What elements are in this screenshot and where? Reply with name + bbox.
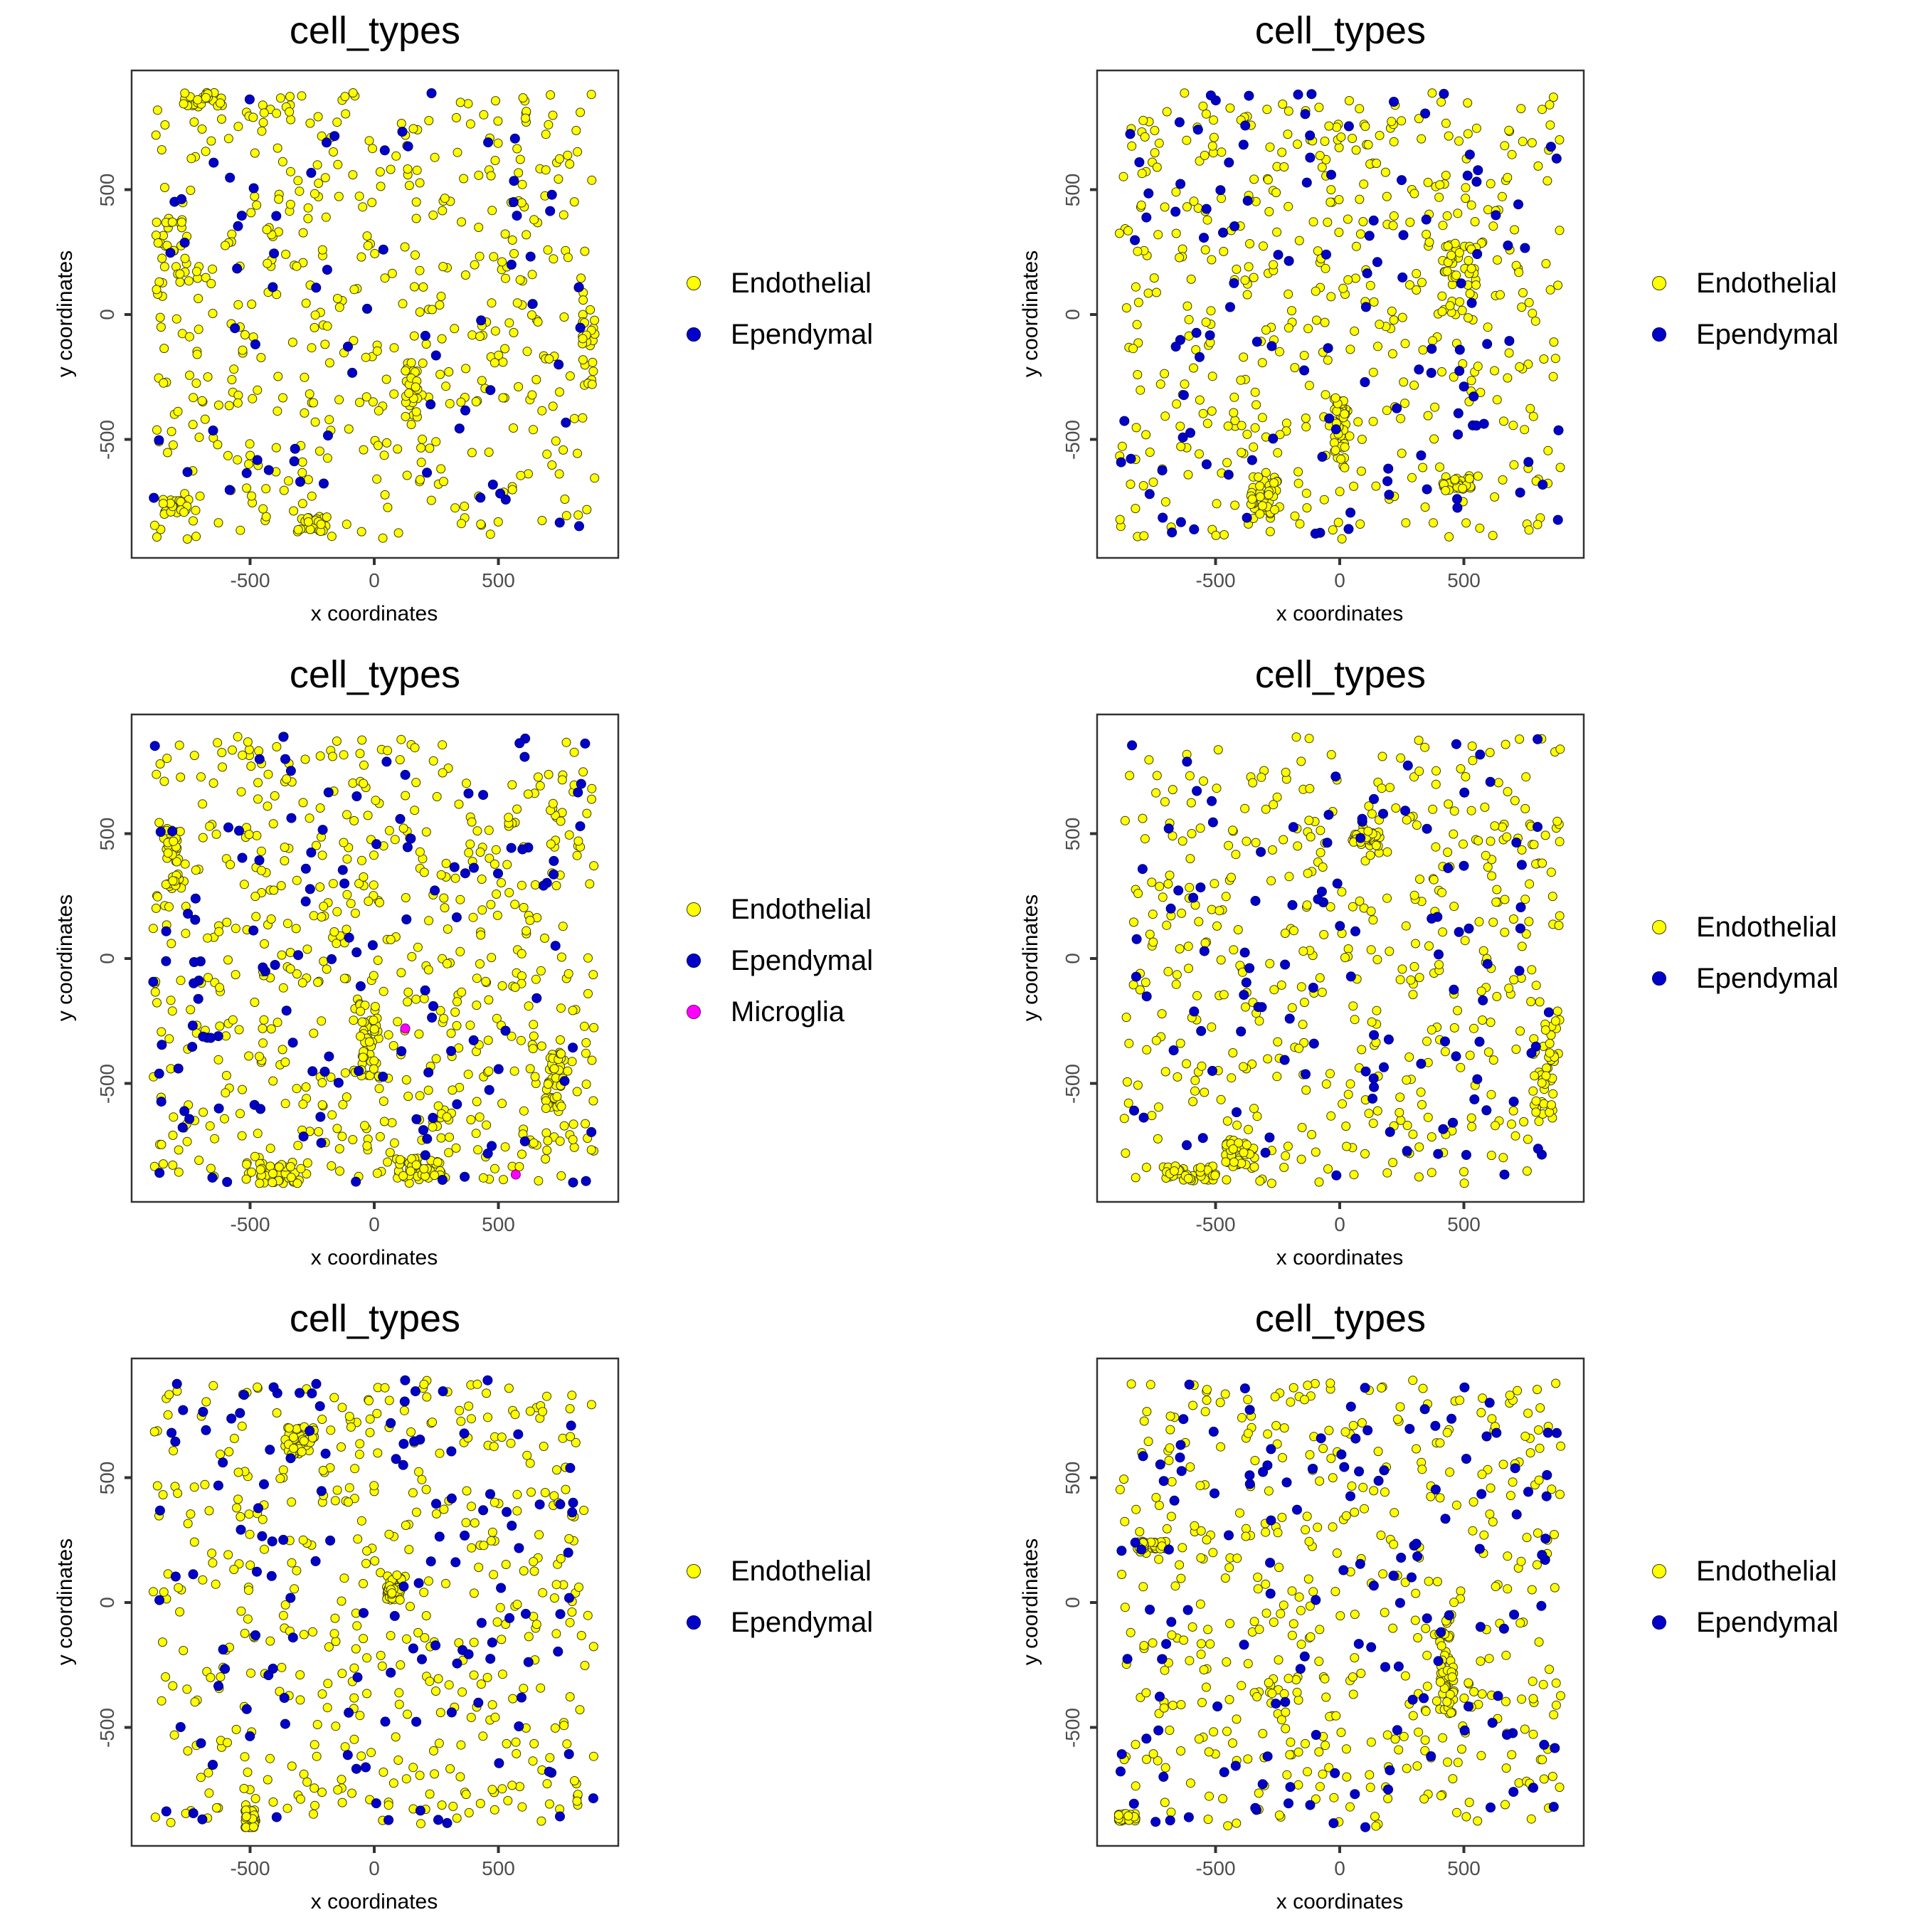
legend-label: Ependymal	[731, 318, 874, 350]
points	[149, 1375, 598, 1832]
x-tick-label: 500	[1447, 1213, 1481, 1235]
y-tick-label: 0	[96, 1597, 118, 1608]
y-tick-label: 0	[96, 309, 118, 320]
x-tick-label: 500	[482, 1213, 515, 1235]
legend-label: Ependymal	[1696, 1606, 1839, 1638]
y-tick-label: 500	[96, 1461, 118, 1494]
points	[148, 732, 599, 1188]
legend-label: Microglia	[731, 996, 845, 1028]
panel-title: cell_types	[289, 1297, 461, 1340]
panel-title: cell_types	[1254, 1297, 1427, 1340]
legend-label: Endothelial	[1696, 1555, 1837, 1587]
y-tick-label: -500	[96, 1707, 118, 1748]
x-tick-label: -500	[230, 1857, 270, 1879]
y-axis-title: y coordinates	[53, 250, 77, 378]
legend-dot-icon	[1652, 1563, 1666, 1578]
x-tick-label: 0	[369, 1213, 380, 1235]
legend-label: Endothelial	[1696, 267, 1837, 299]
y-tick-label: 500	[1062, 173, 1084, 206]
legend-label: Endothelial	[1696, 911, 1837, 943]
legend-dot-icon	[1652, 327, 1666, 342]
scatter-panel-4: cell_types x coordinates y coordinates E…	[965, 644, 1921, 1288]
points	[1114, 88, 1565, 544]
legend-label: Ependymal	[1696, 318, 1839, 350]
scatter-panel-1: cell_types x coordinates y coordinates E…	[0, 0, 960, 644]
panel-border	[130, 69, 620, 559]
x-tick-label: 0	[369, 569, 380, 591]
points	[1113, 1376, 1566, 1832]
panel-title: cell_types	[1254, 9, 1427, 52]
y-tick-label: 0	[96, 953, 118, 964]
y-axis-title: y coordinates	[1019, 894, 1042, 1022]
x-tick-label: 500	[1447, 1857, 1481, 1879]
x-tick-label: 0	[1334, 1857, 1345, 1879]
legend-dot-icon	[687, 902, 701, 917]
points	[149, 88, 600, 544]
y-tick-label: -500	[96, 1063, 118, 1104]
legend-label: Ependymal	[731, 944, 874, 976]
panel-title: cell_types	[1254, 653, 1427, 696]
y-tick-label: 500	[96, 817, 118, 850]
plot-area	[125, 713, 620, 1209]
legend-label: Ependymal	[1696, 962, 1839, 994]
x-tick-label: 500	[1447, 569, 1481, 591]
x-tick-label: -500	[1195, 569, 1236, 591]
plot-area	[1090, 713, 1585, 1209]
legend-dot-icon	[687, 327, 701, 342]
legend-label: Ependymal	[731, 1606, 874, 1638]
x-tick-label: -500	[1195, 1857, 1236, 1879]
legend-dot-icon	[1652, 971, 1666, 986]
y-axis-title: y coordinates	[53, 1538, 77, 1666]
legend-label: Endothelial	[731, 893, 872, 925]
legend-dot-icon	[687, 275, 701, 290]
scatter-panel-5: cell_types x coordinates y coordinates E…	[0, 1288, 960, 1932]
y-tick-label: -500	[1062, 1063, 1084, 1104]
plot-area	[125, 69, 620, 565]
x-axis-title: x coordinates	[1276, 1890, 1404, 1913]
y-tick-label: 500	[96, 173, 118, 206]
legend-dot-icon	[1652, 275, 1666, 290]
y-tick-label: 500	[1062, 1461, 1084, 1494]
y-tick-label: 0	[1062, 953, 1084, 964]
plot-area	[1090, 1357, 1585, 1853]
panel-title: cell_types	[289, 9, 461, 52]
legend-dot-icon	[1652, 1615, 1666, 1630]
x-tick-label: 0	[369, 1857, 380, 1879]
legend-label: Endothelial	[731, 267, 872, 299]
y-tick-label: -500	[96, 419, 118, 460]
scatter-panel-3: cell_types x coordinates y coordinates E…	[0, 644, 960, 1288]
x-axis-title: x coordinates	[310, 602, 438, 625]
x-tick-label: 0	[1334, 569, 1345, 591]
panel-title: cell_types	[289, 653, 461, 696]
y-axis-title: y coordinates	[53, 894, 77, 1022]
x-tick-label: 0	[1334, 1213, 1345, 1235]
plot-area	[1090, 69, 1585, 565]
y-axis-title: y coordinates	[1019, 1538, 1042, 1666]
plot-area	[125, 1357, 620, 1853]
x-axis-title: x coordinates	[310, 1246, 438, 1269]
legend-dot-icon	[687, 1615, 701, 1630]
x-axis-title: x coordinates	[1276, 602, 1404, 625]
x-tick-label: -500	[1195, 1213, 1236, 1235]
x-tick-label: -500	[230, 1213, 270, 1235]
legend-dot-icon	[687, 1563, 701, 1578]
x-tick-label: 500	[482, 1857, 515, 1879]
legend-label: Endothelial	[731, 1555, 872, 1587]
y-tick-label: 500	[1062, 817, 1084, 850]
points	[1119, 732, 1565, 1188]
scatter-panel-6: cell_types x coordinates y coordinates E…	[965, 1288, 1921, 1932]
scatter-panel-2: cell_types x coordinates y coordinates E…	[965, 0, 1921, 644]
x-tick-label: -500	[230, 569, 270, 591]
legend-dot-icon	[687, 953, 701, 968]
x-axis-title: x coordinates	[310, 1890, 438, 1913]
y-tick-label: 0	[1062, 309, 1084, 320]
y-tick-label: -500	[1062, 1707, 1084, 1748]
y-tick-label: 0	[1062, 1597, 1084, 1608]
y-tick-label: -500	[1062, 419, 1084, 460]
y-axis-title: y coordinates	[1019, 250, 1042, 378]
legend-dot-icon	[687, 1004, 701, 1019]
x-axis-title: x coordinates	[1276, 1246, 1404, 1269]
legend-dot-icon	[1652, 919, 1666, 934]
x-tick-label: 500	[482, 569, 515, 591]
